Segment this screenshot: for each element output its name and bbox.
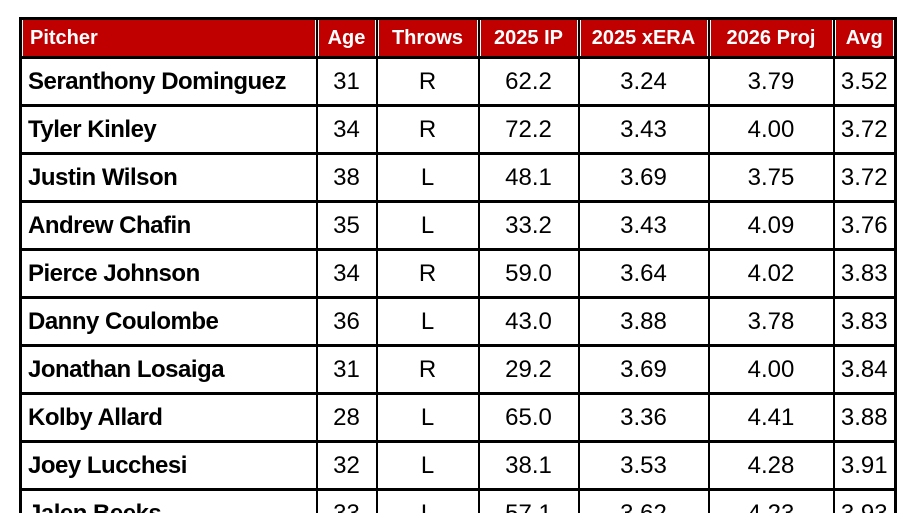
column-header-proj: 2026 Proj — [707, 17, 835, 59]
cell-xera: 3.69 — [577, 152, 710, 203]
column-header-throws: Throws — [375, 17, 480, 59]
cell-age: 36 — [315, 296, 378, 347]
cell-xera: 3.53 — [577, 440, 710, 491]
cell-pitcher: Joey Lucchesi — [19, 440, 318, 491]
table-row: Justin Wilson 38 L 48.1 3.69 3.75 3.72 — [19, 152, 897, 203]
cell-throws: L — [375, 296, 480, 347]
table-body: Seranthony Dominguez 31 R 62.2 3.24 3.79 3.52 T… — [19, 56, 897, 513]
cell-throws: R — [375, 344, 480, 395]
table-row: Andrew Chafin 35 L 33.2 3.43 4.09 3.76 — [19, 200, 897, 251]
cell-throws: L — [375, 200, 480, 251]
cell-avg: 3.91 — [832, 440, 897, 491]
cell-age: 33 — [315, 488, 378, 513]
cell-avg: 3.76 — [832, 200, 897, 251]
cell-throws: L — [375, 440, 480, 491]
cell-pitcher: Jonathan Losaiga — [19, 344, 318, 395]
cell-proj: 4.00 — [707, 104, 835, 155]
cell-age: 31 — [315, 56, 378, 107]
cell-xera: 3.62 — [577, 488, 710, 513]
cell-proj: 3.78 — [707, 296, 835, 347]
cell-ip: 59.0 — [477, 248, 580, 299]
cell-ip: 72.2 — [477, 104, 580, 155]
table-row: Seranthony Dominguez 31 R 62.2 3.24 3.79 3.52 — [19, 56, 897, 107]
cell-pitcher: Tyler Kinley — [19, 104, 318, 155]
table-header-row: Pitcher Age Throws 2025 IP 2025 xERA 2026 Pro… — [19, 17, 897, 59]
table-row: Tyler Kinley 34 R 72.2 3.43 4.00 3.72 — [19, 104, 897, 155]
cell-ip: 43.0 — [477, 296, 580, 347]
cell-xera: 3.24 — [577, 56, 710, 107]
cell-xera: 3.88 — [577, 296, 710, 347]
table-row: Joey Lucchesi 32 L 38.1 3.53 4.28 3.91 — [19, 440, 897, 491]
cell-avg: 3.52 — [832, 56, 897, 107]
column-header-age: Age — [315, 17, 378, 59]
cell-age: 31 — [315, 344, 378, 395]
cell-proj: 3.75 — [707, 152, 835, 203]
cell-pitcher: Andrew Chafin — [19, 200, 318, 251]
table-row: Pierce Johnson 34 R 59.0 3.64 4.02 3.83 — [19, 248, 897, 299]
cell-proj: 4.00 — [707, 344, 835, 395]
cell-proj: 4.09 — [707, 200, 835, 251]
column-header-avg: Avg — [832, 17, 897, 59]
column-header-xera: 2025 xERA — [577, 17, 710, 59]
cell-xera: 3.43 — [577, 104, 710, 155]
cell-ip: 29.2 — [477, 344, 580, 395]
cell-ip: 38.1 — [477, 440, 580, 491]
cell-age: 34 — [315, 104, 378, 155]
cell-throws: R — [375, 248, 480, 299]
cell-pitcher: Pierce Johnson — [19, 248, 318, 299]
column-header-pitcher: Pitcher — [19, 17, 318, 59]
cell-ip: 65.0 — [477, 392, 580, 443]
table-row: Jalen Beeks 33 L 57.1 3.62 4.23 3.93 — [19, 488, 897, 513]
cell-throws: L — [375, 152, 480, 203]
cell-ip: 33.2 — [477, 200, 580, 251]
cell-throws: R — [375, 104, 480, 155]
cell-throws: R — [375, 56, 480, 107]
cell-pitcher: Jalen Beeks — [19, 488, 318, 513]
cell-throws: L — [375, 488, 480, 513]
cell-age: 32 — [315, 440, 378, 491]
cell-xera: 3.43 — [577, 200, 710, 251]
cell-age: 34 — [315, 248, 378, 299]
table-row: Danny Coulombe 36 L 43.0 3.88 3.78 3.83 — [19, 296, 897, 347]
cell-avg: 3.83 — [832, 248, 897, 299]
cell-age: 35 — [315, 200, 378, 251]
cell-xera: 3.69 — [577, 344, 710, 395]
cell-avg: 3.93 — [832, 488, 897, 513]
cell-xera: 3.36 — [577, 392, 710, 443]
cell-proj: 4.28 — [707, 440, 835, 491]
cell-age: 28 — [315, 392, 378, 443]
column-header-ip: 2025 IP — [477, 17, 580, 59]
cell-avg: 3.88 — [832, 392, 897, 443]
cell-proj: 4.41 — [707, 392, 835, 443]
cell-ip: 62.2 — [477, 56, 580, 107]
cell-avg: 3.84 — [832, 344, 897, 395]
pitcher-projection-table: Pitcher Age Throws 2025 IP 2025 xERA 2026 Pro… — [19, 17, 897, 513]
table-row: Jonathan Losaiga 31 R 29.2 3.69 4.00 3.84 — [19, 344, 897, 395]
cell-pitcher: Justin Wilson — [19, 152, 318, 203]
cell-throws: L — [375, 392, 480, 443]
cell-avg: 3.72 — [832, 152, 897, 203]
table-header: Pitcher Age Throws 2025 IP 2025 xERA 2026 Pro… — [19, 17, 897, 59]
table-row: Kolby Allard 28 L 65.0 3.36 4.41 3.88 — [19, 392, 897, 443]
cell-pitcher: Danny Coulombe — [19, 296, 318, 347]
cell-ip: 48.1 — [477, 152, 580, 203]
cell-ip: 57.1 — [477, 488, 580, 513]
cell-avg: 3.72 — [832, 104, 897, 155]
cell-proj: 3.79 — [707, 56, 835, 107]
cell-avg: 3.83 — [832, 296, 897, 347]
cell-age: 38 — [315, 152, 378, 203]
cell-proj: 4.02 — [707, 248, 835, 299]
cell-proj: 4.23 — [707, 488, 835, 513]
cell-pitcher: Seranthony Dominguez — [19, 56, 318, 107]
cell-pitcher: Kolby Allard — [19, 392, 318, 443]
cell-xera: 3.64 — [577, 248, 710, 299]
